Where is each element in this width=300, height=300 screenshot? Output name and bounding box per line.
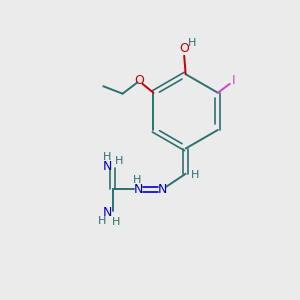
Text: O: O	[135, 74, 145, 87]
Text: H: H	[188, 38, 197, 48]
Text: N: N	[103, 160, 112, 173]
Text: N: N	[134, 183, 143, 196]
Text: N: N	[158, 183, 167, 196]
Text: H: H	[132, 175, 141, 185]
Text: H: H	[103, 152, 112, 161]
Text: I: I	[232, 74, 235, 87]
Text: H: H	[112, 217, 120, 227]
Text: O: O	[179, 42, 189, 55]
Text: H: H	[115, 156, 123, 166]
Text: N: N	[103, 206, 112, 219]
Text: H: H	[98, 216, 106, 226]
Text: H: H	[191, 170, 200, 180]
